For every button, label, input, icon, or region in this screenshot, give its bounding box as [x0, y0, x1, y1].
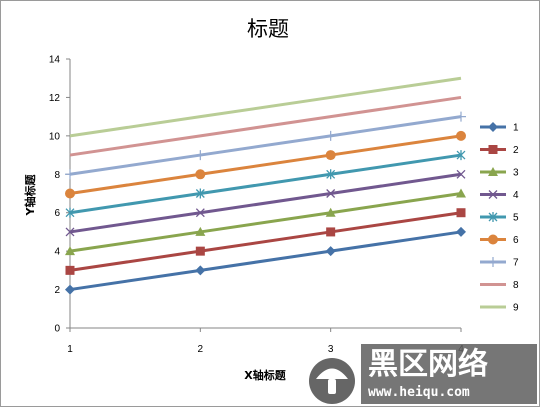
data-point [456, 226, 466, 237]
legend-label: 2 [513, 145, 519, 156]
y-tick-label: 12 [49, 93, 61, 104]
data-point [195, 226, 206, 236]
legend-label: 7 [513, 258, 519, 269]
data-point [65, 265, 75, 275]
data-point [65, 188, 75, 199]
series-line [69, 153, 462, 215]
data-point [325, 207, 336, 217]
watermark-banner [361, 344, 537, 404]
legend-marker [488, 234, 498, 245]
y-tick-label: 10 [49, 131, 61, 142]
legend-marker [488, 167, 498, 176]
data-point [325, 150, 336, 161]
series-line [69, 76, 462, 138]
legend-marker [488, 257, 498, 267]
x-tick-label: 3 [328, 344, 334, 355]
data-point [195, 188, 205, 199]
legend-label: 5 [513, 213, 519, 224]
mushroom-logo-icon [309, 358, 355, 404]
legend-marker [488, 145, 498, 154]
x-tick-label: 1 [67, 344, 73, 355]
legend-label: 1 [513, 123, 519, 134]
legend-label: 3 [513, 168, 519, 179]
data-point [326, 227, 336, 237]
data-point [456, 111, 466, 122]
data-point [326, 189, 336, 198]
series-line [69, 115, 462, 176]
data-point [326, 169, 336, 180]
y-tick-label: 2 [54, 285, 60, 296]
legend: 1 2 3 4 5 6 7 8 9 [480, 122, 519, 314]
y-axis-title: Y轴标题 [23, 174, 37, 217]
data-point [325, 130, 336, 141]
series-line [69, 172, 462, 234]
series-line [69, 211, 462, 272]
data-point [456, 169, 466, 179]
series-line [69, 134, 462, 195]
legend-label: 9 [513, 303, 519, 314]
data-point [195, 208, 205, 218]
series-line [69, 230, 462, 292]
series-line [69, 95, 462, 157]
data-point [65, 284, 75, 295]
x-axis-title: X轴标题 [244, 368, 286, 382]
legend-label: 8 [513, 280, 519, 291]
data-point [65, 207, 75, 218]
data-point [456, 188, 466, 198]
legend-marker [488, 190, 498, 199]
data-point [325, 246, 336, 257]
data-point [456, 208, 466, 218]
data-point [456, 130, 466, 141]
y-tick-label: 8 [54, 170, 60, 181]
data-point [195, 150, 206, 161]
data-point [65, 227, 75, 237]
y-tick-label: 6 [54, 208, 60, 219]
legend-label: 6 [513, 235, 519, 246]
series-line [69, 192, 462, 253]
data-point [65, 246, 75, 256]
y-tick-label: 14 [49, 55, 61, 66]
chart-title: 标题 [247, 17, 289, 41]
legend-marker [488, 122, 498, 132]
y-tick-label: 0 [54, 324, 60, 335]
plot-area: 024681012141234 [49, 55, 466, 355]
watermark: 黑区网络 www.heiqu.com [309, 344, 537, 404]
data-point [65, 169, 75, 180]
watermark-url: www.heiqu.com [368, 385, 470, 400]
data-point [195, 169, 206, 180]
data-point [195, 265, 206, 276]
data-point [456, 150, 466, 161]
watermark-text: 黑区网络 [368, 347, 488, 382]
x-tick-label: 2 [198, 344, 204, 355]
legend-marker [488, 212, 498, 222]
data-point [195, 246, 205, 256]
y-tick-label: 4 [54, 247, 60, 258]
legend-label: 4 [513, 190, 519, 201]
